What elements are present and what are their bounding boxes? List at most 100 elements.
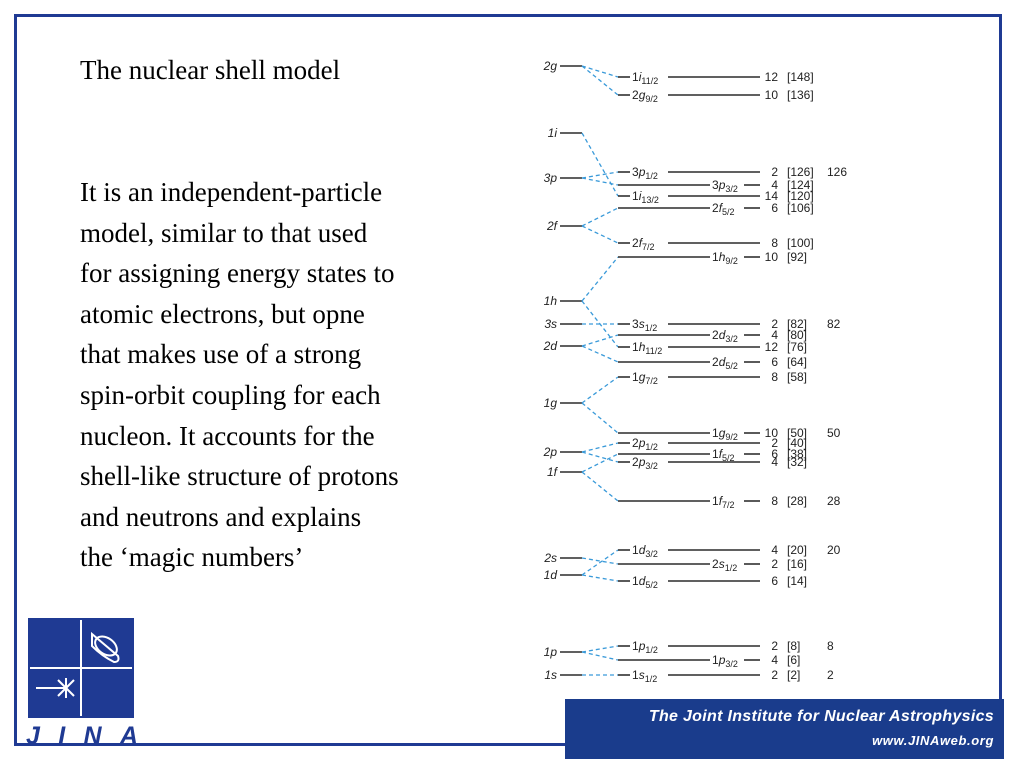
paragraph-line: nucleon. It accounts for the [80,420,375,451]
level-cumulative: [38] [787,447,807,461]
split-level-label: 2p3/2 [632,455,658,471]
level-occupancy: 14 [765,189,779,203]
coupling-connector [581,651,619,661]
left-level-label: 2d [543,339,558,353]
split-level-label: 1g7/2 [632,370,658,386]
magic-number: 8 [827,639,834,653]
left-level-label: 1f [547,465,559,479]
magic-number: 20 [827,543,841,557]
level-cumulative: [92] [787,250,807,264]
magic-number: 82 [827,317,841,331]
split-level-label: 1h11/2 [632,340,662,356]
coupling-connector [581,225,619,244]
level-occupancy: 12 [765,340,779,354]
level-cumulative: [8] [787,639,800,653]
level-occupancy: 10 [765,426,779,440]
left-level-label: 1i [548,126,558,140]
paragraph-line: and neutrons and explains [80,501,362,532]
level-cumulative: [80] [787,328,807,342]
magic-number: 126 [827,165,847,179]
level-cumulative: [14] [787,574,807,588]
split-level-label: 3p1/2 [632,165,658,181]
split-level-label: 2s1/2 [712,557,737,573]
paragraph-line: for assigning energy states to [80,258,395,289]
institute-banner: The Joint Institute for Nuclear Astrophy… [565,699,1004,759]
coupling-connector [581,207,619,227]
paragraph-line: model, similar to that used [80,217,368,248]
split-level-label: 1g9/2 [712,426,738,442]
split-level-label: 1f5/2 [712,447,735,463]
coupling-connector [581,334,619,347]
level-occupancy: 8 [771,236,778,250]
magic-number: 28 [827,494,841,508]
coupling-connector [581,376,619,404]
left-level-label: 1d [544,568,558,582]
level-cumulative: [50] [787,426,807,440]
banner-institute-name: The Joint Institute for Nuclear Astrophy… [648,708,994,725]
coupling-connector [581,402,619,434]
level-occupancy: 10 [765,88,779,102]
level-cumulative: [28] [787,494,807,508]
level-occupancy: 2 [771,165,778,179]
coupling-connector [581,453,619,473]
level-occupancy: 6 [771,355,778,369]
split-level-label: 1i11/2 [632,70,658,86]
level-occupancy: 12 [765,70,779,84]
coupling-connector [581,471,619,502]
paragraph-line: atomic electrons, but opne [80,298,365,329]
level-cumulative: [16] [787,557,807,571]
banner-website: www.JINAweb.org [872,733,994,748]
split-level-label: 2g9/2 [632,88,658,104]
left-level-label: 2g [543,59,558,73]
split-level-label: 1s1/2 [632,668,657,684]
split-level-label: 1d3/2 [632,543,658,559]
magic-number: 2 [827,668,834,682]
magic-number: 50 [827,426,841,440]
split-level-label: 1d5/2 [632,574,658,590]
jina-logo: J I N A [26,616,138,751]
jina-logo-emblem [28,618,134,718]
coupling-connector [581,132,619,197]
level-cumulative: [64] [787,355,807,369]
level-cumulative: [6] [787,653,800,667]
split-level-label: 1p1/2 [632,639,658,655]
logo-letter: A [119,722,138,750]
level-cumulative: [124] [787,178,814,192]
level-cumulative: [76] [787,340,807,354]
split-level-label: 3s1/2 [632,317,657,333]
level-cumulative: [100] [787,236,814,250]
jina-letters: J I N A [26,722,138,751]
level-occupancy: 4 [771,543,778,557]
left-level-label: 1p [544,645,558,659]
coupling-connector [581,557,619,565]
left-level-label: 1g [544,396,558,410]
coupling-connector [581,300,619,348]
coupling-connector [581,345,619,363]
shell-model-diagram: 2g 1i 3p 2f 1h 3s 2d 1g 2p 1f 2s 1d 1p 1s 1i11/2 12 [148… [543,59,848,684]
level-cumulative: [82] [787,317,807,331]
level-occupancy: 2 [771,317,778,331]
level-occupancy: 6 [771,201,778,215]
coupling-connector [581,549,619,576]
split-level-label: 2d5/2 [712,355,738,371]
coupling-connector [581,171,619,179]
coupling-connector [581,645,619,653]
paragraph-line: the ‘magic numbers’ [80,542,304,573]
level-cumulative: [32] [787,455,807,469]
coupling-connector [581,451,619,463]
level-occupancy: 6 [771,574,778,588]
level-occupancy: 4 [771,328,778,342]
left-level-label: 2f [546,219,559,233]
slide-title: The nuclear shell model [80,55,341,85]
left-level-label: 1h [544,294,558,308]
level-cumulative: [136] [787,88,814,102]
level-occupancy: 2 [771,436,778,450]
level-occupancy: 8 [771,494,778,508]
slide-frame [14,14,1002,746]
paragraph-line: shell-like structure of protons [80,461,399,492]
coupling-connector [581,256,619,302]
paragraph-line: spin-orbit coupling for each [80,379,381,410]
level-cumulative: [148] [787,70,814,84]
level-occupancy: 8 [771,370,778,384]
split-level-label: 1i13/2 [632,189,659,205]
